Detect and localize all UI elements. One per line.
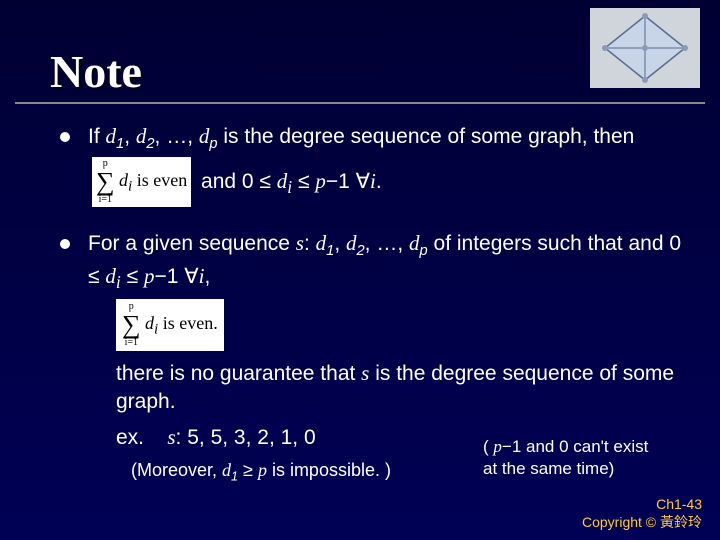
item1-pre: If	[88, 125, 106, 148]
bullet-item-1: If d1, d2, …, dp is the degree sequence …	[60, 122, 685, 209]
side-note: ( p−1 and 0 can't existat the same time)	[483, 436, 698, 480]
bullet-icon	[60, 239, 70, 249]
item1-after: and 0 ≤ di ≤ p−1 ∀i.	[201, 170, 382, 193]
item1-text: If d1, d2, …, dp is the degree sequence …	[88, 122, 685, 209]
bullet-icon	[60, 132, 70, 142]
corner-graphic	[590, 8, 700, 88]
formula-1: p∑i=1 di is even	[92, 157, 191, 207]
footer: Ch1-43 Copyright © 黃鈴玲	[582, 496, 702, 532]
content-area: If d1, d2, …, dp is the degree sequence …	[0, 122, 720, 486]
footer-chapter: Ch1-43	[582, 496, 702, 512]
item1-mid: is the degree sequence of some graph, th…	[218, 125, 635, 148]
item2-mid2: of integers such that	[428, 232, 629, 255]
title-underline	[15, 102, 705, 104]
formula-2: p∑i=1 di is even.	[116, 299, 224, 351]
item2-pre: For a given sequence	[88, 232, 296, 255]
footer-copyright: Copyright © 黃鈴玲	[582, 512, 702, 532]
